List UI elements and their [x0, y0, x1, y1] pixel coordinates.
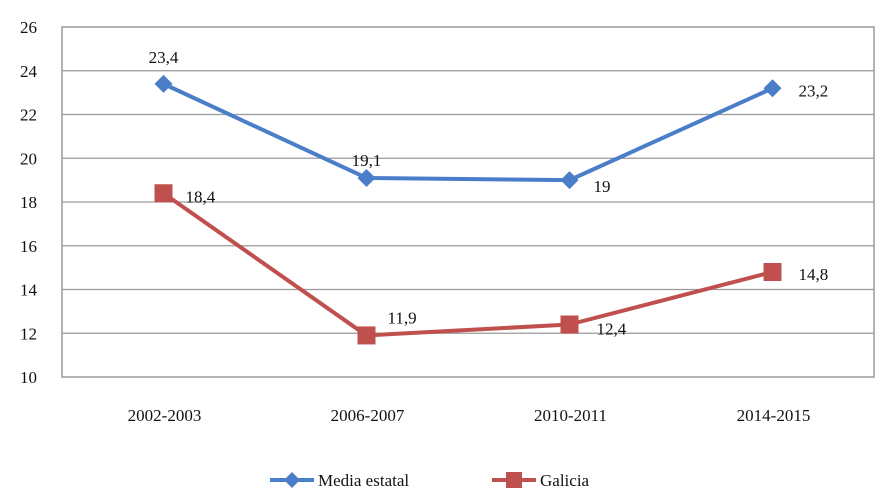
legend: Media estatal Galicia — [270, 471, 590, 490]
series-1: 18,4 11,9 12,4 14,8 — [154, 184, 829, 345]
y-tick-label: 24 — [20, 62, 38, 81]
legend-item: Media estatal — [270, 471, 409, 490]
legend-marker — [506, 472, 522, 488]
y-tick-label: 14 — [20, 281, 38, 300]
series-group: 23,4 19,1 19 23,2 18,4 11,9 12,4 14,8 — [149, 48, 829, 345]
data-label: 11,9 — [388, 308, 417, 327]
data-label: 18,4 — [186, 187, 216, 206]
legend-marker — [284, 472, 300, 488]
data-point-marker — [560, 315, 579, 334]
data-point-marker — [763, 263, 782, 281]
data-point-marker — [560, 171, 579, 190]
x-tick-label: 2002-2003 — [128, 406, 202, 425]
series-line — [162, 82, 774, 183]
data-label: 23,4 — [149, 48, 179, 67]
x-tick-label: 2006-2007 — [331, 406, 405, 425]
y-axis-ticks: 10 12 14 16 18 20 22 24 26 — [20, 18, 38, 387]
legend-item: Galicia — [492, 471, 590, 490]
series-0: 23,4 19,1 19 23,2 — [149, 48, 829, 196]
data-label: 19,1 — [352, 151, 382, 170]
y-tick-label: 16 — [20, 237, 37, 256]
legend-label: Galicia — [540, 471, 590, 490]
data-point-marker — [154, 184, 173, 203]
y-tick-label: 10 — [20, 368, 37, 387]
y-tick-label: 26 — [20, 18, 37, 37]
legend-label: Media estatal — [318, 471, 409, 490]
data-point-marker — [763, 79, 782, 98]
data-label: 12,4 — [597, 320, 627, 339]
data-label: 23,2 — [799, 81, 829, 100]
x-tick-label: 2014-2015 — [737, 406, 811, 425]
x-axis-ticks: 2002-2003 2006-2007 2010-2011 2014-2015 — [128, 406, 811, 425]
data-point-marker — [357, 168, 376, 187]
y-tick-label: 22 — [20, 106, 37, 125]
series-line — [162, 191, 774, 338]
data-point-marker — [154, 74, 173, 93]
y-tick-label: 12 — [20, 324, 37, 343]
data-point-marker — [357, 326, 376, 345]
data-label: 19 — [594, 177, 611, 196]
x-tick-label: 2010-2011 — [534, 406, 607, 425]
gridlines — [62, 70, 874, 334]
data-label: 14,8 — [799, 265, 829, 284]
y-tick-label: 18 — [20, 193, 37, 212]
y-tick-label: 20 — [20, 149, 37, 168]
